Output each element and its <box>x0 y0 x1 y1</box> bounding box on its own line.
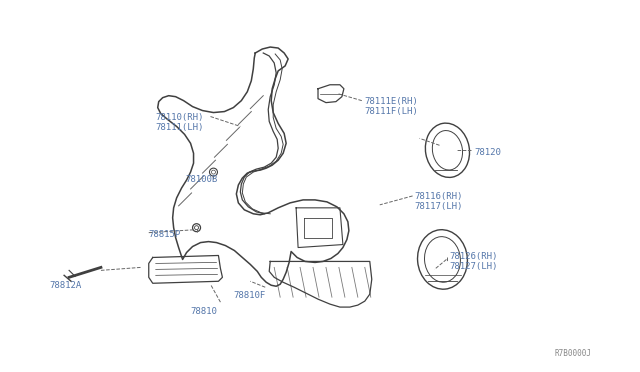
Text: 78111E(RH)
78111F(LH): 78111E(RH) 78111F(LH) <box>365 97 419 116</box>
Text: 78110(RH)
78111(LH): 78110(RH) 78111(LH) <box>156 113 204 132</box>
Text: 78815P: 78815P <box>148 230 181 239</box>
Text: 78126(RH)
78127(LH): 78126(RH) 78127(LH) <box>449 251 498 271</box>
Text: R7B0000J: R7B0000J <box>555 349 592 358</box>
Text: 78812A: 78812A <box>49 281 81 290</box>
Text: 78810: 78810 <box>191 307 218 316</box>
Text: 78810F: 78810F <box>234 291 266 300</box>
Text: 78120: 78120 <box>474 148 501 157</box>
Text: 78116(RH)
78117(LH): 78116(RH) 78117(LH) <box>415 192 463 211</box>
Text: 78100B: 78100B <box>186 175 218 184</box>
